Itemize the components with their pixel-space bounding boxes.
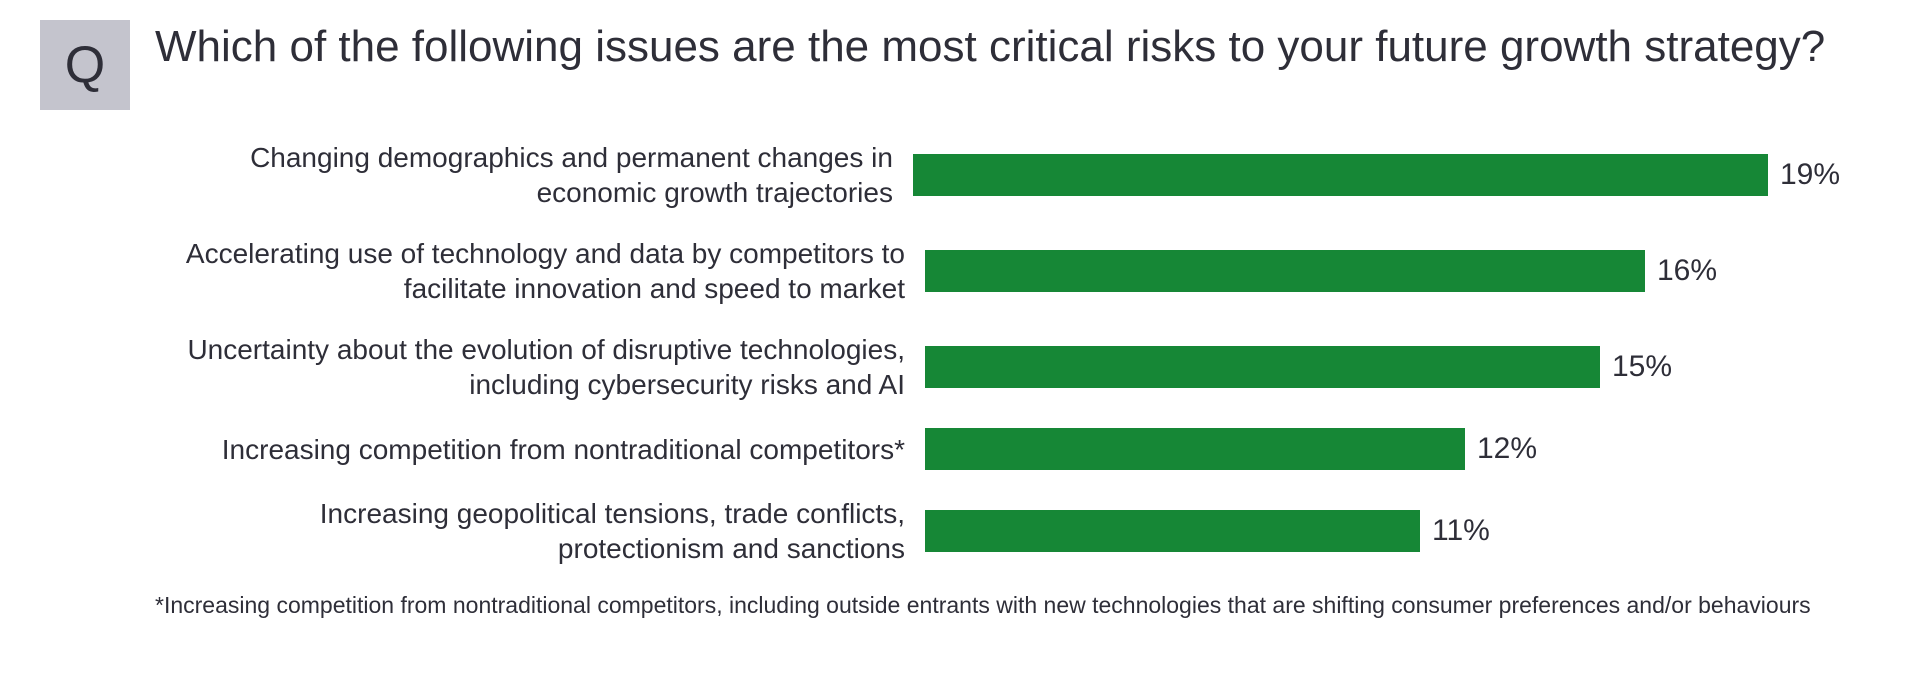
- bar-value: 11%: [1432, 514, 1490, 548]
- bar-row: Increasing competition from nontradition…: [155, 428, 1840, 470]
- bar-label: Uncertainty about the evolution of disru…: [155, 332, 925, 402]
- bar-row: Uncertainty about the evolution of disru…: [155, 332, 1840, 402]
- bar-fill: [925, 250, 1645, 292]
- bar-row: Changing demographics and permanent chan…: [155, 140, 1840, 210]
- bar-container: 15%: [925, 346, 1840, 388]
- bar-value: 16%: [1657, 254, 1717, 288]
- bar-container: 11%: [925, 510, 1840, 552]
- bar-row: Accelerating use of technology and data …: [155, 236, 1840, 306]
- bar-container: 16%: [925, 250, 1840, 292]
- chart-header: Q Which of the following issues are the …: [40, 20, 1880, 110]
- bar-value: 19%: [1780, 158, 1840, 192]
- chart-footnote: *Increasing competition from nontraditio…: [40, 592, 1880, 619]
- bar-label: Increasing competition from nontradition…: [155, 432, 925, 467]
- bar-fill: [913, 154, 1768, 196]
- bar-fill: [925, 346, 1600, 388]
- bar-fill: [925, 428, 1465, 470]
- bar-chart: Changing demographics and permanent chan…: [40, 140, 1880, 566]
- bar-label: Changing demographics and permanent chan…: [155, 140, 913, 210]
- bar-container: 19%: [913, 154, 1840, 196]
- bar-value: 12%: [1477, 432, 1537, 466]
- question-title: Which of the following issues are the mo…: [155, 20, 1825, 73]
- bar-container: 12%: [925, 428, 1840, 470]
- bar-row: Increasing geopolitical tensions, trade …: [155, 496, 1840, 566]
- bar-fill: [925, 510, 1420, 552]
- bar-label: Increasing geopolitical tensions, trade …: [155, 496, 925, 566]
- question-badge: Q: [40, 20, 130, 110]
- bar-value: 15%: [1612, 350, 1672, 384]
- bar-label: Accelerating use of technology and data …: [155, 236, 925, 306]
